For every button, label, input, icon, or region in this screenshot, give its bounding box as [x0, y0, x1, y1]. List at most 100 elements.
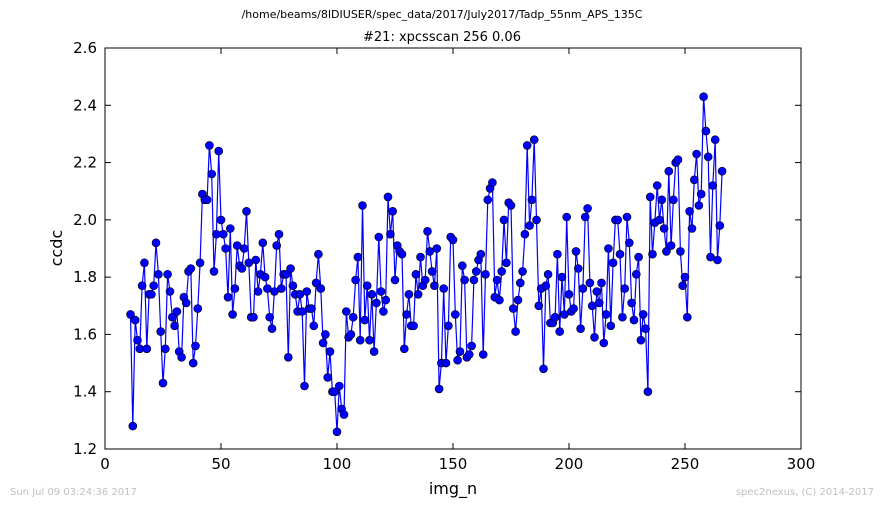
- data-point: [467, 341, 476, 351]
- data-point: [631, 269, 641, 279]
- data-point: [223, 292, 233, 302]
- data-point: [703, 152, 713, 162]
- data-point: [288, 281, 298, 291]
- data-point: [133, 335, 142, 345]
- data-point: [534, 301, 544, 311]
- data-point: [362, 281, 372, 291]
- data-point: [430, 281, 439, 291]
- y-tick-label: 2.0: [73, 211, 97, 229]
- data-point: [181, 298, 191, 308]
- data-point: [562, 212, 572, 222]
- data-point: [457, 261, 467, 271]
- x-axis-label: img_n: [429, 479, 477, 499]
- data-point: [351, 275, 360, 285]
- data-point: [627, 298, 636, 308]
- data-point: [460, 275, 469, 285]
- data-point: [404, 289, 414, 299]
- timestamp-footer: Sun Jul 09 03:24:36 2017: [10, 487, 137, 498]
- data-point: [397, 249, 407, 259]
- data-point: [569, 304, 578, 313]
- y-tick-label: 2.6: [73, 39, 97, 57]
- data-point: [488, 178, 497, 187]
- data-point: [348, 312, 358, 322]
- data-point: [682, 312, 692, 322]
- data-point: [330, 387, 340, 397]
- y-tick-label: 1.8: [73, 268, 97, 286]
- data-point: [130, 315, 140, 325]
- data-point: [281, 269, 291, 279]
- data-point: [641, 324, 650, 334]
- data-point: [713, 255, 722, 265]
- chart-title: #21: xpcsscan 256 0.06: [363, 30, 521, 45]
- data-point: [636, 335, 646, 345]
- data-point: [464, 350, 474, 359]
- data-point: [441, 358, 451, 368]
- data-point: [678, 281, 688, 291]
- data-point: [599, 338, 609, 348]
- data-point: [645, 192, 655, 202]
- data-point: [618, 312, 627, 322]
- data-point: [432, 244, 442, 253]
- data-point: [383, 192, 393, 202]
- data-point: [267, 324, 277, 334]
- y-tick-label: 2.4: [73, 96, 97, 114]
- x-tick-label: 150: [439, 455, 468, 473]
- data-point: [149, 281, 158, 291]
- x-tick-label: 250: [671, 455, 700, 473]
- data-point: [450, 310, 460, 319]
- data-point: [604, 244, 613, 253]
- data-point: [620, 284, 630, 293]
- data-point: [555, 327, 565, 336]
- data-point: [158, 378, 168, 388]
- data-point: [420, 275, 430, 285]
- data-point: [325, 347, 335, 356]
- plot-area: 0 50 100 150 200 250 300 1.2 1.4 1.6 1.8 2.0 2.2 2.4 2…: [73, 39, 815, 473]
- data-point: [376, 287, 386, 296]
- data-point: [664, 166, 674, 176]
- data-point: [622, 212, 632, 222]
- data-point: [353, 252, 363, 262]
- data-point: [659, 224, 669, 233]
- data-point: [272, 241, 282, 250]
- data-point: [508, 304, 518, 313]
- data-point: [499, 215, 509, 225]
- data-point: [386, 229, 395, 239]
- data-point: [696, 189, 706, 199]
- data-point: [580, 212, 590, 222]
- data-point: [680, 272, 690, 282]
- data-point: [594, 298, 604, 308]
- y-axis-label: ccdc: [47, 230, 66, 267]
- x-tick-label: 100: [323, 455, 352, 473]
- data-point: [316, 284, 326, 293]
- data-point: [448, 235, 458, 245]
- data-point: [685, 207, 694, 216]
- data-point: [274, 229, 284, 239]
- data-point: [520, 229, 530, 239]
- data-point: [502, 258, 511, 268]
- data-point: [532, 215, 541, 225]
- data-point: [402, 310, 411, 319]
- data-point: [381, 295, 391, 305]
- data-point: [541, 281, 551, 291]
- data-point: [553, 249, 562, 259]
- data-point: [170, 321, 179, 331]
- data-point: [455, 347, 465, 356]
- data-point: [221, 244, 230, 253]
- x-tick-label: 200: [555, 455, 584, 473]
- data-point: [332, 427, 342, 437]
- x-tick-label: 0: [100, 455, 110, 473]
- file-path-heading: /home/beams/8IDIUSER/spec_data/2017/July…: [241, 8, 643, 21]
- data-point: [276, 284, 286, 293]
- data-point: [669, 195, 678, 205]
- data-point: [163, 269, 172, 279]
- data-point: [634, 252, 643, 262]
- data-point: [346, 330, 356, 339]
- data-point: [564, 289, 574, 299]
- data-point: [590, 332, 599, 342]
- data-point: [471, 267, 481, 276]
- data-point: [413, 289, 423, 299]
- data-point: [142, 344, 152, 354]
- data-point: [307, 304, 316, 313]
- data-point: [518, 267, 527, 276]
